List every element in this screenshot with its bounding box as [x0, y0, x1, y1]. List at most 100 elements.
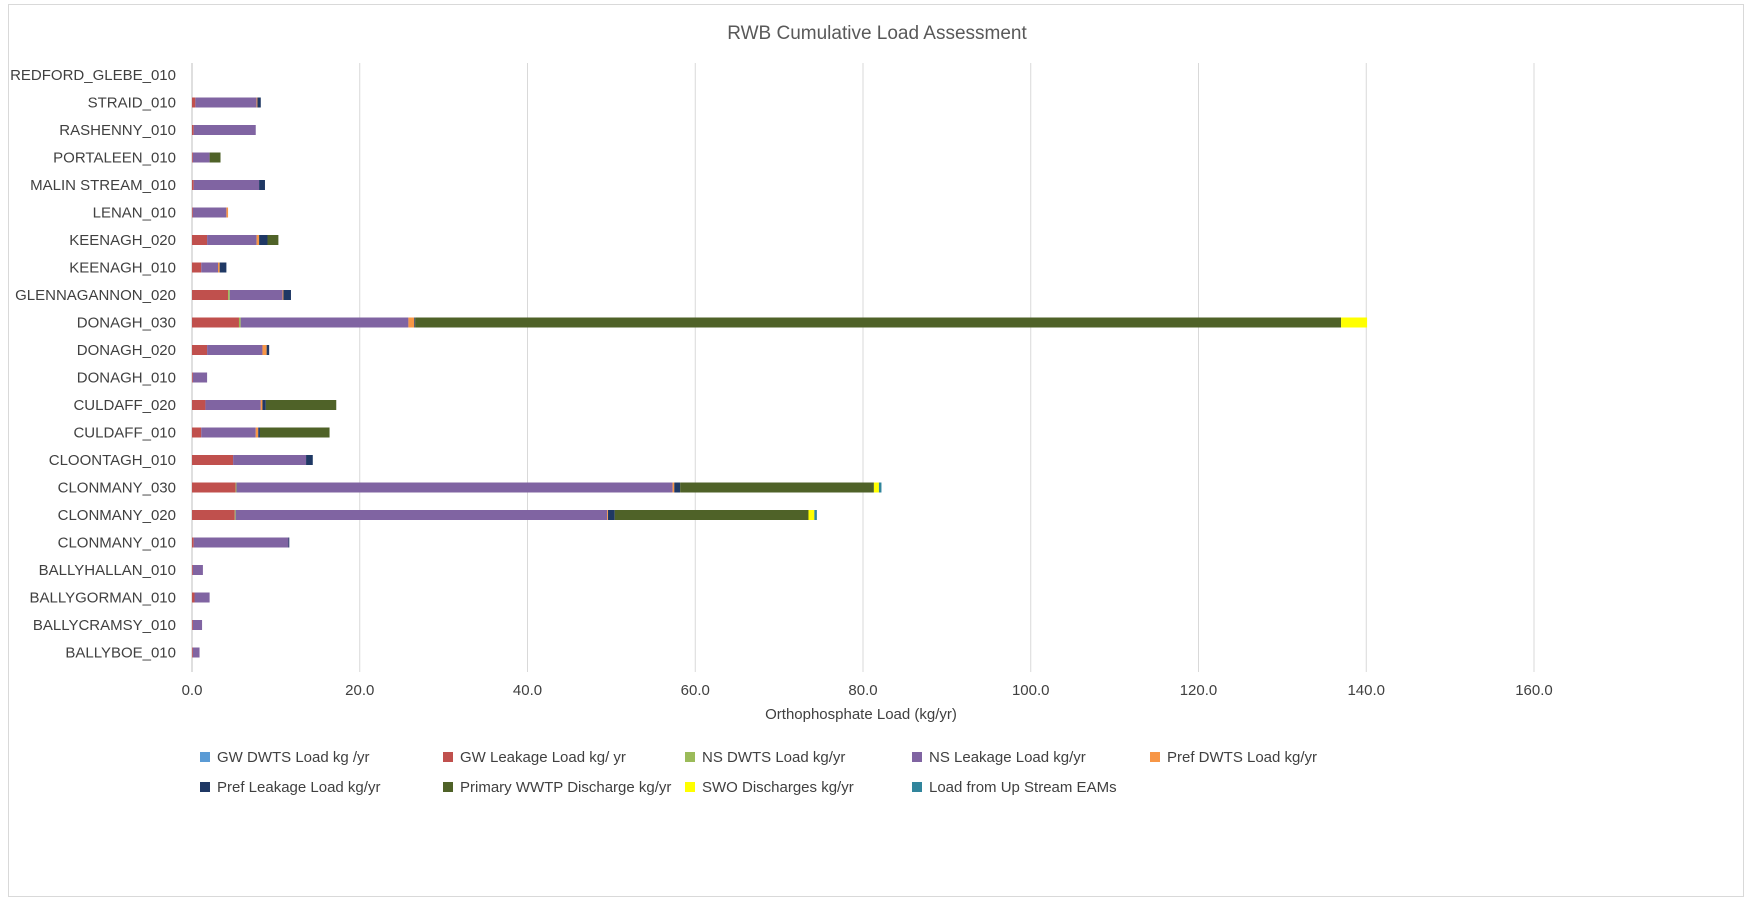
- bar-segment: [259, 427, 330, 438]
- bar-segment: [192, 207, 227, 218]
- bar-segment: [192, 482, 236, 493]
- bar-segment: [192, 400, 206, 410]
- bar-segment: [192, 290, 229, 300]
- category-label: REDFORD_GLEBE_010: [10, 67, 176, 84]
- bars: [192, 97, 1368, 658]
- bar-segment: [192, 207, 193, 218]
- bar-segment: [192, 345, 208, 355]
- bar-segment: [282, 290, 284, 300]
- chart-title: RWB Cumulative Load Assessment: [727, 23, 1027, 44]
- category-label: BALLYHALLAN_010: [39, 562, 176, 579]
- bar-segment: [873, 482, 879, 493]
- bar-segment: [192, 537, 194, 548]
- bar-segment: [878, 482, 882, 493]
- legend-swatch: [200, 752, 210, 762]
- bar-segment: [219, 262, 227, 273]
- bar-segment: [808, 510, 815, 520]
- category-label: PORTALEEN_010: [53, 150, 176, 167]
- category-label: CLONMANY_010: [58, 535, 176, 552]
- bar-segment: [218, 262, 220, 273]
- bar-segment: [193, 125, 256, 135]
- x-tick-label: 160.0: [1515, 682, 1553, 699]
- category-label: STRAID_010: [88, 95, 176, 112]
- x-tick-label: 60.0: [681, 682, 710, 699]
- legend-label: GW DWTS Load kg /yr: [217, 749, 370, 766]
- bar-segment: [259, 180, 265, 190]
- legend-swatch: [912, 782, 922, 792]
- bar-segment: [192, 262, 202, 273]
- bar-segment: [192, 152, 210, 163]
- bar-segment: [680, 482, 874, 493]
- bar-segment: [226, 207, 229, 218]
- bar-segment: [235, 510, 608, 520]
- bar-segment: [192, 565, 203, 575]
- bar-segment: [195, 97, 257, 108]
- bar-segment: [240, 317, 409, 328]
- legend-label: SWO Discharges kg/yr: [702, 779, 854, 796]
- bar-segment: [192, 372, 193, 383]
- bar-segment: [192, 647, 200, 658]
- category-label: CULDAFF_010: [73, 425, 176, 442]
- legend-swatch: [1150, 752, 1160, 762]
- category-label: RASHENNY_010: [59, 122, 176, 139]
- bar-segment: [233, 455, 307, 465]
- bar-segment: [262, 400, 266, 410]
- bar-segment: [306, 455, 313, 465]
- category-label: KEENAGH_020: [69, 232, 176, 249]
- bar-segment: [408, 317, 415, 328]
- bar-segment: [228, 290, 230, 300]
- category-label: MALIN STREAM_010: [30, 177, 176, 194]
- bar-segment: [608, 510, 615, 520]
- bar-segment: [229, 290, 283, 300]
- chart-area: RWB Cumulative Load Assessment REDFORD_G…: [8, 4, 1744, 897]
- bar-segment: [414, 317, 416, 328]
- bar-segment: [207, 345, 263, 355]
- legend-label: NS DWTS Load kg/yr: [702, 749, 845, 766]
- bar-segment: [283, 290, 291, 300]
- bar-segment: [260, 400, 263, 410]
- legend-label: Primary WWTP Discharge kg/yr: [460, 779, 671, 796]
- bar-segment: [262, 345, 267, 355]
- legend-swatch: [685, 782, 695, 792]
- bar-segment: [234, 510, 236, 520]
- bar-segment: [192, 647, 193, 658]
- bar-segment: [258, 427, 260, 438]
- bar-segment: [814, 510, 817, 520]
- category-label: BALLYGORMAN_010: [30, 590, 176, 607]
- bar-segment: [267, 235, 279, 245]
- category-label: CULDAFF_020: [73, 397, 176, 414]
- category-label: BALLYBOE_010: [65, 645, 176, 662]
- x-tick-label: 20.0: [345, 682, 374, 699]
- bar-segment: [192, 152, 193, 163]
- bar-segment: [201, 427, 256, 438]
- bar-segment: [193, 537, 289, 548]
- bar-segment: [192, 620, 203, 630]
- bar-segment: [415, 317, 1342, 328]
- category-label: BALLYCRAMSY_010: [33, 617, 176, 634]
- legend-swatch: [685, 752, 695, 762]
- bar-segment: [265, 400, 337, 410]
- x-axis-title: Orthophosphate Load (kg/yr): [765, 706, 957, 723]
- bar-segment: [672, 482, 675, 493]
- category-label: GLENNAGANNON_020: [15, 287, 176, 304]
- legend-swatch: [200, 782, 210, 792]
- bar-segment: [235, 482, 237, 493]
- bar-segment: [207, 235, 257, 245]
- bar-segment: [209, 152, 221, 163]
- bar-segment: [255, 427, 259, 438]
- bar-segment: [614, 510, 809, 520]
- bar-segment: [205, 400, 261, 410]
- bar-segment: [192, 180, 194, 190]
- bar-segment: [192, 235, 208, 245]
- x-tick-label: 40.0: [513, 682, 542, 699]
- legend-label: GW Leakage Load kg/ yr: [460, 749, 626, 766]
- bar-segment: [192, 427, 202, 438]
- x-tick-label: 120.0: [1180, 682, 1218, 699]
- legend-swatch: [443, 782, 453, 792]
- bar-segment: [236, 482, 673, 493]
- legend-swatch: [912, 752, 922, 762]
- gridlines: [191, 63, 1535, 672]
- x-tick-label: 140.0: [1347, 682, 1385, 699]
- bar-segment: [238, 317, 241, 328]
- bar-segment: [193, 180, 260, 190]
